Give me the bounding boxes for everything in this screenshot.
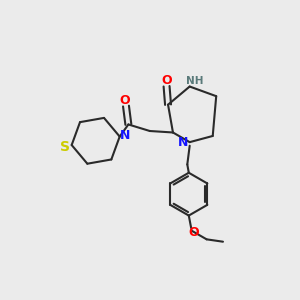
Text: NH: NH <box>186 76 204 86</box>
Text: O: O <box>161 74 172 87</box>
Text: O: O <box>119 94 130 107</box>
Text: O: O <box>188 226 199 239</box>
Text: N: N <box>178 136 188 148</box>
Text: N: N <box>120 129 130 142</box>
Text: S: S <box>60 140 70 154</box>
